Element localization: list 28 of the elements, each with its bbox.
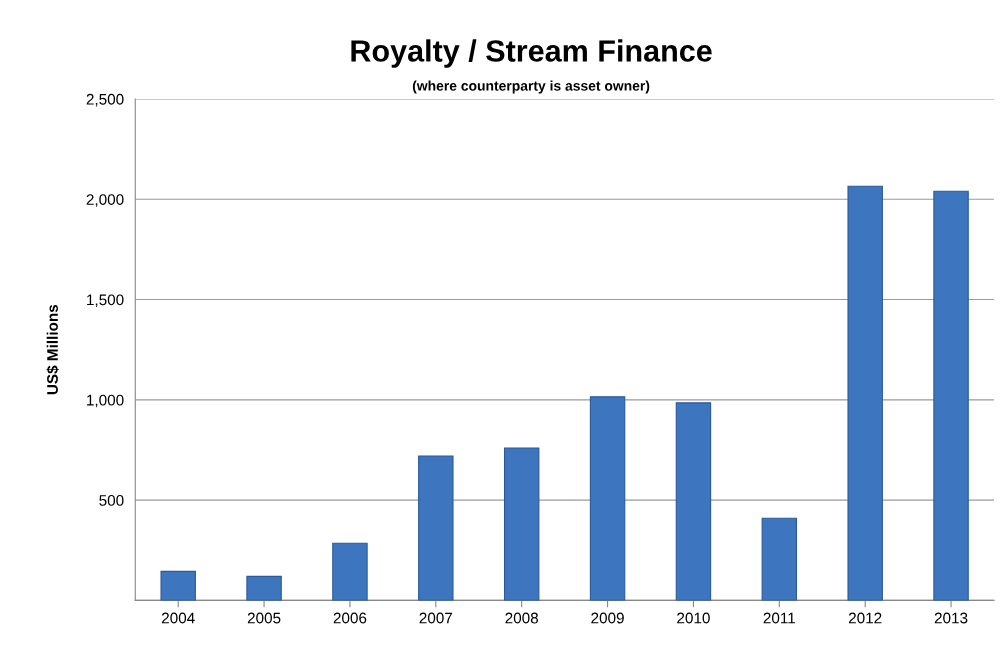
bar — [246, 575, 282, 601]
bar — [332, 542, 368, 601]
bar — [589, 396, 626, 601]
x-tick-label: 2010 — [677, 612, 710, 624]
bar — [933, 190, 969, 601]
bar — [160, 570, 196, 601]
chart-subtitle: (where counterparty is asset owner) — [412, 80, 650, 94]
x-tick-label: 2011 — [763, 612, 795, 624]
y-tick-label: 1,500 — [87, 294, 124, 308]
bar — [847, 185, 883, 601]
bar — [503, 447, 540, 601]
x-tick-label: 2006 — [333, 612, 367, 624]
bar — [675, 402, 712, 601]
bar — [761, 517, 798, 601]
y-axis-title: US$ Millions — [46, 304, 59, 395]
x-tick-label: 2012 — [848, 612, 882, 624]
bar — [418, 455, 454, 601]
y-tick-label: 1,000 — [87, 394, 124, 408]
x-tick-label: 2013 — [934, 612, 968, 624]
y-tick-label: 500 — [99, 495, 124, 506]
x-tick-label: 2004 — [161, 612, 195, 624]
x-tick-label: 2005 — [247, 612, 281, 624]
x-tick-label: 2007 — [419, 612, 453, 624]
chart-title: Royalty / Stream Finance — [351, 39, 712, 68]
x-tick-label: 2009 — [591, 612, 624, 624]
y-tick-label: 2,000 — [86, 194, 124, 207]
x-tick-label: 2008 — [505, 612, 539, 624]
y-tick-label: 2,500 — [86, 93, 124, 107]
